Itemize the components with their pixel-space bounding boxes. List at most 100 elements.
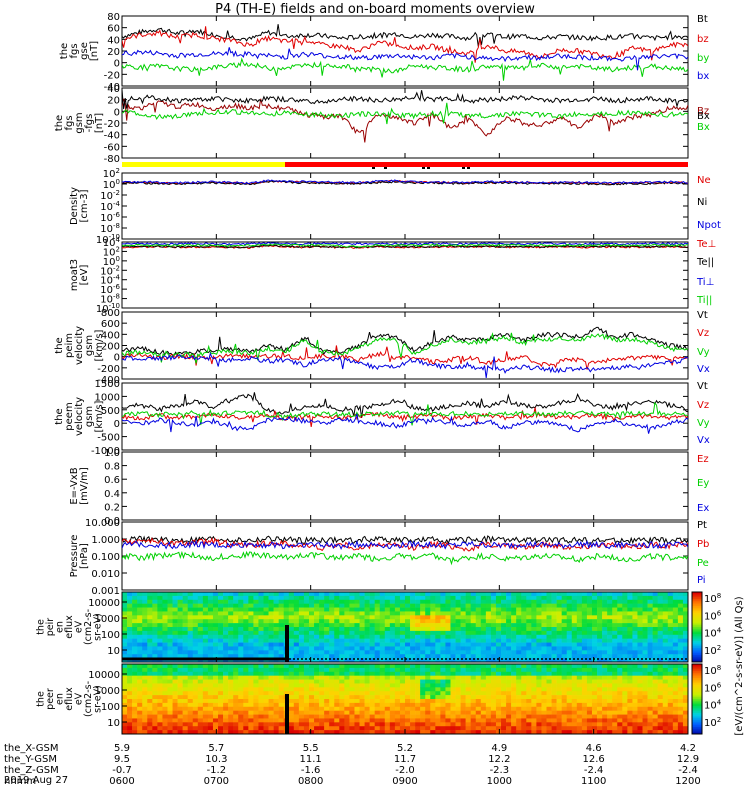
spectro-cell <box>344 658 350 663</box>
spectro-cell <box>495 615 502 620</box>
spectro-cell <box>652 695 658 700</box>
spectro-cell <box>394 599 401 604</box>
spectro-cell <box>369 627 375 632</box>
legend-Te⊥: Te⊥ <box>696 239 716 250</box>
spectro-cell <box>536 730 542 735</box>
spectro-cell <box>410 667 416 673</box>
spectro-cell <box>566 619 573 624</box>
spectro-cell <box>268 667 274 673</box>
spectro-cell <box>506 683 512 688</box>
spectro-cell <box>470 592 477 597</box>
spectro-cell <box>127 654 133 659</box>
spectro-cell <box>591 623 598 628</box>
spectro-cell <box>682 627 689 632</box>
spectro-cell <box>399 599 406 604</box>
spectro-cell <box>207 710 214 715</box>
spectro-cell <box>607 718 613 723</box>
spectro-cell <box>308 664 315 669</box>
ytick-label: 1.0 <box>104 448 120 459</box>
spectro-cell <box>172 599 178 604</box>
spectro-cell <box>374 615 381 620</box>
spectro-cell <box>410 592 416 597</box>
spectro-cell <box>147 611 153 616</box>
spectro-cell <box>470 683 477 688</box>
spectro-cell <box>546 683 552 688</box>
spectro-cell <box>364 664 370 669</box>
spectro-cell <box>303 675 310 680</box>
spectro-cell <box>324 627 330 632</box>
colorbar-step <box>692 644 702 647</box>
spectro-cell <box>223 671 229 676</box>
spectro-cell <box>253 611 259 616</box>
spectro-cell <box>142 650 148 655</box>
spectro-cell <box>122 702 128 708</box>
spectro-cell <box>506 599 512 604</box>
spectro-cell <box>647 638 653 643</box>
spectro-cell <box>627 603 633 608</box>
spectro-cell <box>364 627 370 632</box>
spectro-cell <box>597 615 603 620</box>
colorbar-step <box>692 728 702 731</box>
spectro-cell <box>359 726 365 731</box>
spectro-cell <box>501 679 507 684</box>
spectro-cell <box>612 722 618 727</box>
spectro-cell <box>293 615 300 620</box>
spectro-cell <box>506 634 512 639</box>
spectro-cell <box>516 730 522 735</box>
spectro-cell <box>485 687 492 692</box>
spectro-cell <box>263 726 269 731</box>
spectro-cell <box>202 691 209 696</box>
panel-ylabel: the <box>59 43 70 59</box>
spectro-cell <box>682 683 689 688</box>
spectro-cell <box>293 638 300 643</box>
spectro-cell <box>526 650 532 655</box>
spectro-cell <box>657 592 664 597</box>
spectro-cell <box>303 623 310 628</box>
spectro-cell <box>127 683 133 688</box>
spectro-cell <box>248 702 254 708</box>
spectro-cell <box>586 714 593 719</box>
ytick-label: 102 <box>103 245 120 258</box>
spectro-cell <box>202 611 209 616</box>
colorbar-label: [eV/(cm^2-s-sr-eV)] (All Qs) <box>734 596 745 735</box>
spectro-cell <box>652 638 658 643</box>
spectro-cell <box>627 687 633 692</box>
spectro-cell <box>531 722 537 727</box>
spectro-cell <box>470 675 477 680</box>
spectro-cell <box>410 619 416 624</box>
spectro-cell <box>212 646 219 651</box>
legend-Npot: Npot <box>697 220 721 231</box>
spectro-cell <box>495 726 502 731</box>
spectro-cell <box>501 706 507 711</box>
spectro-cell <box>586 718 593 723</box>
colorbar-step <box>692 669 702 672</box>
spectro-cell <box>122 634 128 639</box>
spectro-cell <box>273 718 279 723</box>
spectro-cell <box>440 634 446 639</box>
spectro-cell <box>268 611 274 616</box>
spectro-cell <box>662 595 669 601</box>
panel-ylabel: Pressure <box>69 535 80 578</box>
spectro-cell <box>334 607 340 612</box>
spectro-cell <box>329 650 335 655</box>
spectro-cell <box>288 730 295 735</box>
spectro-cell <box>607 619 613 624</box>
spectro-cell <box>607 630 613 636</box>
spectro-cell <box>470 650 477 655</box>
spectro-cell <box>455 718 461 723</box>
spectro-cell <box>430 730 436 735</box>
spectro-cell <box>495 687 502 692</box>
spectro-cell <box>177 706 183 711</box>
spectro-cell <box>485 654 492 659</box>
spectro-cell <box>465 722 471 727</box>
spectro-cell <box>682 615 689 620</box>
spectro-cell <box>475 675 482 680</box>
spectro-cell <box>243 654 249 659</box>
spectro-cell <box>637 702 643 708</box>
spectro-cell <box>349 718 355 723</box>
spectro-cell <box>642 619 648 624</box>
ytick-label: 0.4 <box>104 489 120 500</box>
spectro-cell <box>591 603 598 608</box>
spectro-cell <box>521 658 527 663</box>
